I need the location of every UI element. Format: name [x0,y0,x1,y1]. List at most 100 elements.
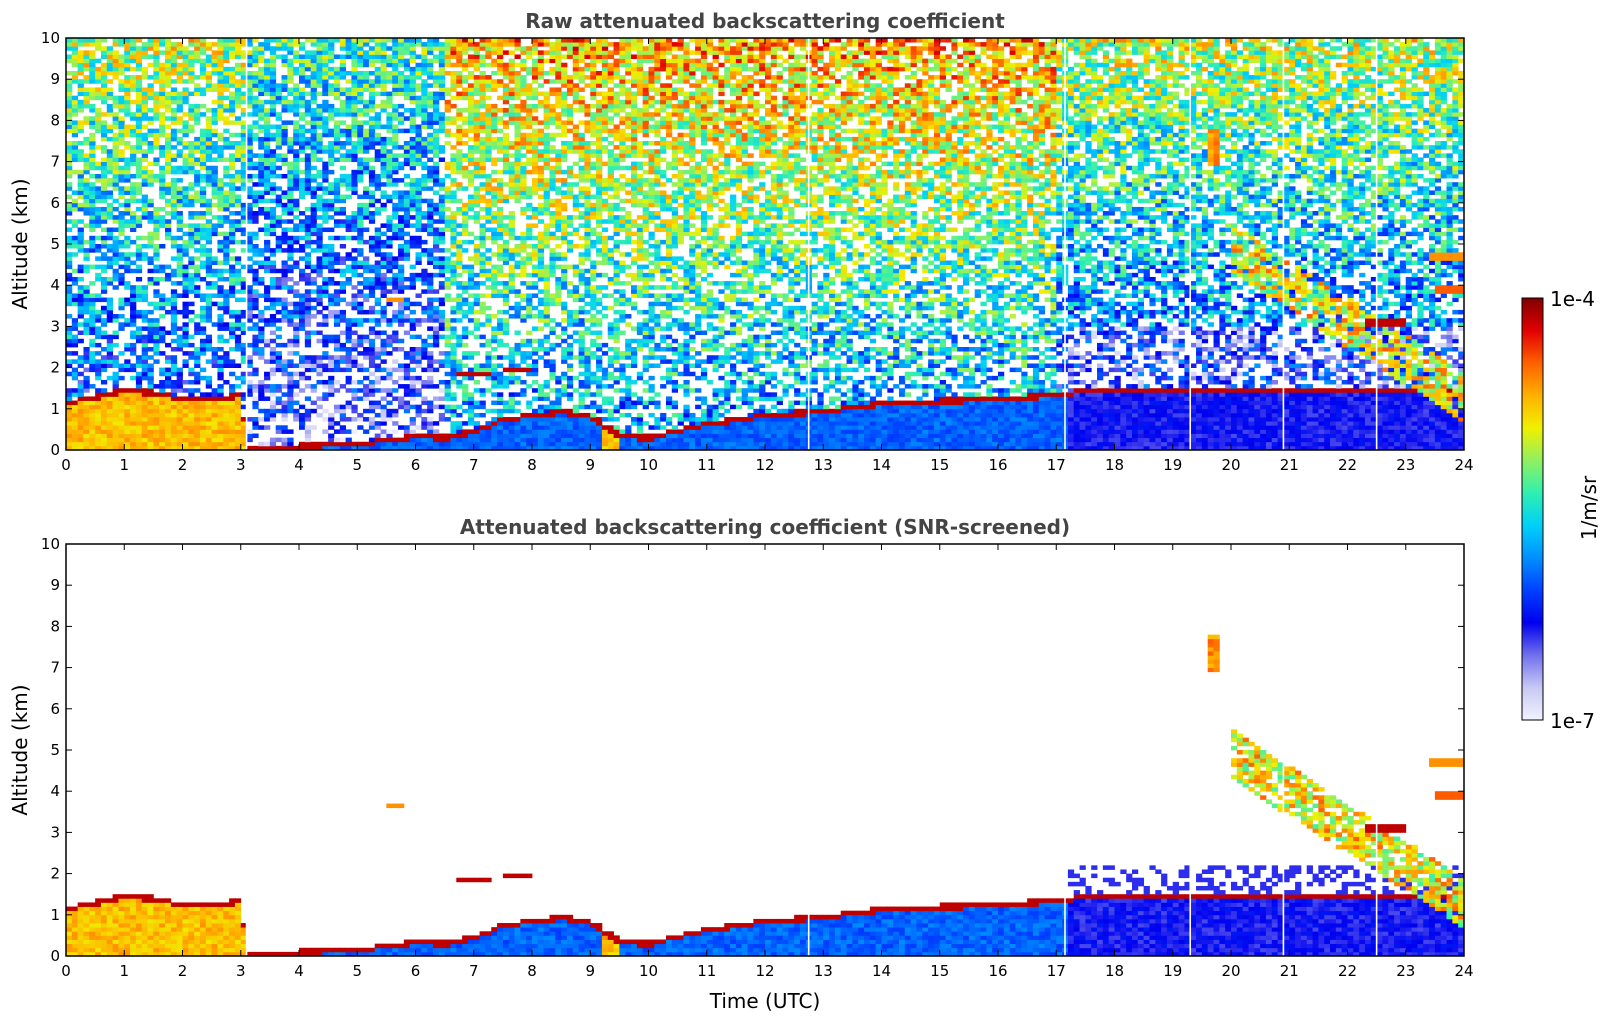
heatmap-cell [357,165,364,171]
heatmap-cell [304,355,312,360]
heatmap-cell [316,149,323,154]
heatmap-cell [147,330,154,336]
heatmap-cell [95,351,102,356]
heatmap-cell [130,83,137,88]
heatmap-cell [467,396,475,401]
heatmap-cell [339,103,347,109]
heatmap-cell [299,70,306,76]
heatmap-cell [462,202,469,208]
heatmap-cell [269,322,277,327]
heatmap-cell [345,375,352,381]
heatmap-cell [130,145,137,150]
heatmap-cell [234,186,242,191]
heatmap-cell [141,46,148,51]
heatmap-cell [89,400,96,406]
heatmap-cell [473,244,480,249]
heatmap-cell [170,326,178,331]
heatmap-cell [159,95,166,101]
heatmap-cell [392,276,399,282]
heatmap-cell [409,425,416,430]
heatmap-cell [71,128,79,134]
heatmap-cell [223,141,230,146]
heatmap-cell [89,359,96,364]
heatmap-cell [421,400,428,406]
heatmap-cell [95,75,102,80]
heatmap-cell [357,239,364,245]
heatmap-cell [316,136,323,142]
heatmap-cell [135,124,143,130]
heatmap-cell [106,87,114,92]
heatmap-cell [415,206,422,212]
heatmap-cell [141,136,148,142]
heatmap-cell [293,322,300,327]
heatmap-cell [374,235,381,241]
heatmap-cell [165,359,172,364]
heatmap-cell [223,58,230,64]
heatmap-cell [473,165,480,171]
heatmap-cell [100,206,108,212]
heatmap-cell [380,62,387,68]
heatmap-cell [124,235,131,241]
heatmap-cell [141,182,148,187]
heatmap-cell [351,54,358,59]
heatmap-cell [421,103,428,109]
heatmap-cell [351,46,358,51]
heatmap-cell [246,239,253,245]
heatmap-cell [473,388,480,393]
heatmap-cell [194,198,201,204]
heatmap-cell [100,182,108,187]
heatmap-cell [299,219,306,224]
heatmap-cell [112,173,119,179]
heatmap-cell [322,58,329,64]
heatmap-cell [170,322,178,327]
heatmap-cell [165,38,172,43]
heatmap-cell [269,132,277,138]
heatmap-cell [374,124,381,130]
heatmap-cell [223,182,230,187]
heatmap-cell [456,169,463,175]
heatmap-cell [246,256,253,261]
heatmap-cell [269,318,277,323]
heatmap-cell [89,305,96,311]
heatmap-cell [432,384,440,389]
heatmap-cell [124,301,131,307]
heatmap-cell [467,309,475,315]
heatmap-cell [363,429,370,434]
heatmap-cell [427,359,434,364]
heatmap-cell [403,392,411,397]
heatmap-cell [386,264,393,270]
heatmap-cell [392,83,399,88]
heatmap-cell [398,268,405,274]
heatmap-cell [386,260,393,265]
heatmap-cell [246,248,253,253]
heatmap-cell [275,128,282,134]
heatmap-cell [264,388,271,393]
heatmap-cell [147,87,154,92]
heatmap-cell [240,132,247,138]
heatmap-cell [368,347,376,352]
heatmap-cell [83,252,90,257]
heatmap-cell [386,219,393,224]
heatmap-cell [165,182,172,187]
heatmap-cell [176,388,183,393]
heatmap-cell [124,404,131,410]
heatmap-cell [135,66,143,72]
heatmap-cell [427,46,434,51]
heatmap-cell [275,202,282,208]
heatmap-cell [182,190,189,195]
heatmap-cell [357,58,364,64]
heatmap-cell [194,375,201,381]
heatmap-cell [427,99,434,105]
heatmap-cell [258,50,265,55]
heatmap-cell [159,215,166,220]
heatmap-cell [473,103,480,109]
heatmap-cell [229,363,236,368]
heatmap-cell [304,384,312,389]
heatmap-cell [170,338,178,344]
heatmap-cell [269,38,277,43]
heatmap-cell [182,433,189,439]
heatmap-cell [299,190,306,195]
heatmap-cell [398,264,405,270]
heatmap-cell [176,165,183,171]
heatmap-cell [392,330,399,336]
